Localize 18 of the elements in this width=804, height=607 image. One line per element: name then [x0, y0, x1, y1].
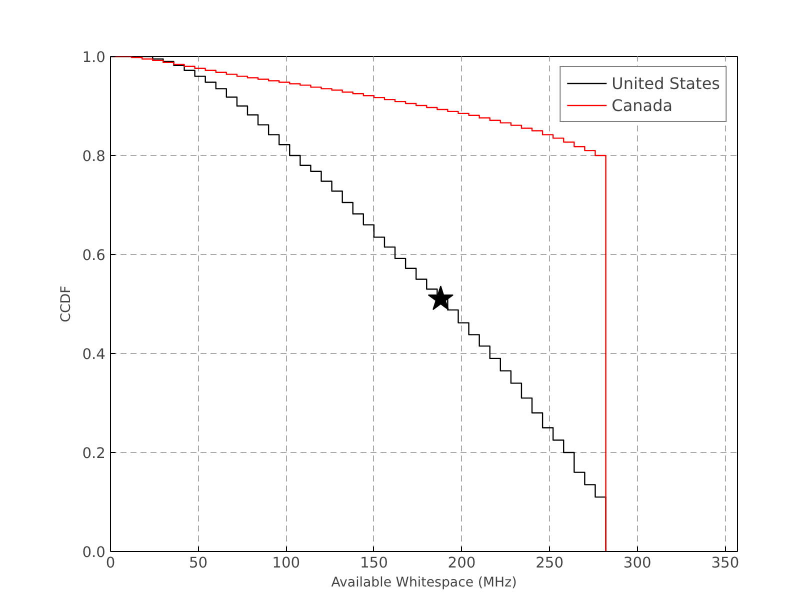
x-tick-label: 100 — [272, 554, 300, 572]
y-tick-label: 0.8 — [82, 148, 106, 165]
x-tick-label: 350 — [711, 554, 740, 572]
y-tick-label: 1.0 — [82, 49, 106, 66]
x-tick-label: 50 — [188, 554, 208, 572]
x-axis-title: Available Whitespace (MHz) — [331, 576, 517, 590]
y-tick-label: 0.2 — [82, 445, 106, 462]
x-tick-label: 300 — [623, 554, 652, 572]
x-tick-label: 150 — [360, 554, 388, 572]
y-axis-title: CCDF — [59, 286, 74, 322]
legend-label: Canada — [612, 96, 673, 114]
x-tick-label: 200 — [448, 554, 476, 572]
x-tick-label: 0 — [106, 554, 116, 572]
y-tick-label: 0.4 — [82, 346, 106, 363]
y-tick-label: 0.0 — [82, 544, 106, 561]
legend-label: United States — [612, 74, 720, 92]
y-tick-label: 0.6 — [82, 247, 106, 264]
x-tick-label: 250 — [536, 554, 564, 572]
